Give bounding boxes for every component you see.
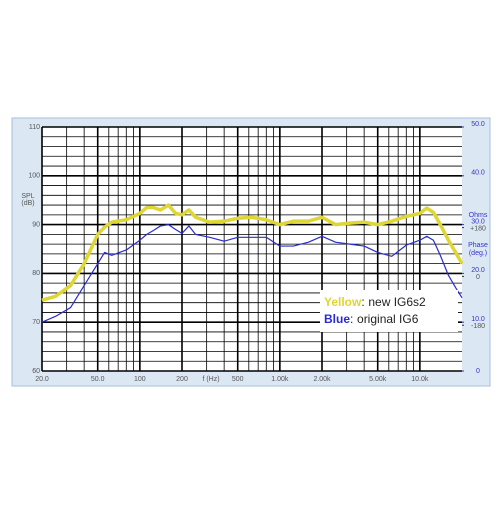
x-tick-label: 100 — [134, 376, 146, 383]
y3-tick-label: +180 — [470, 225, 486, 232]
y-tick-label: 80 — [32, 270, 40, 277]
y-tick-label: 70 — [32, 319, 40, 326]
y-tick-label: 60 — [32, 368, 40, 375]
x-tick-label: 5.00k — [369, 376, 387, 383]
x-label: f (Hz) — [202, 376, 219, 383]
legend: Yellow: new IG6s2 Blue: original IG6 — [324, 295, 426, 326]
y2-tick-label: 20.0 — [471, 267, 485, 274]
x-tick-label: 20.0 — [35, 376, 49, 383]
series-line — [41, 203, 464, 302]
legend-color-word: Blue — [324, 312, 350, 326]
y-tick-label: 110 — [29, 124, 40, 131]
grid — [41, 126, 462, 372]
y-unit: (dB) — [21, 200, 34, 207]
legend-colon: : — [361, 295, 364, 309]
legend-colon: : — [350, 312, 353, 326]
y2-tick-label: 50.0 — [471, 121, 485, 128]
x-tick-label: 200 — [176, 376, 188, 383]
x-tick-label: 10.0k — [411, 376, 429, 383]
y2-tick-label: 30.0 — [471, 218, 485, 225]
series-line — [41, 224, 463, 323]
y3-tick-label: -180 — [471, 323, 485, 330]
marks — [41, 203, 464, 323]
x-tick-label: 2.00k — [313, 376, 331, 383]
y2-tick-label: 0 — [476, 368, 480, 375]
y2-label: Ohms — [469, 212, 488, 219]
plot-area — [42, 127, 462, 371]
y3-tick-label: 0 — [476, 274, 480, 281]
y-tick-label: 90 — [32, 221, 40, 228]
y3-unit: (deg.) — [469, 250, 487, 257]
x-tick-label: 1.00k — [271, 376, 289, 383]
y3-label: Phase — [468, 242, 488, 249]
x-tick-label: 500 — [232, 376, 244, 383]
y-tick-label: 100 — [28, 173, 40, 180]
y-label: SPL — [21, 193, 34, 200]
x-tick-label: 50.0 — [91, 376, 105, 383]
legend-label: new IG6s2 — [368, 295, 426, 309]
legend-box — [320, 290, 458, 332]
y2-tick-label: 10.0 — [471, 316, 485, 323]
legend-color-word: Yellow — [324, 295, 362, 309]
y2-tick-label: 40.0 — [471, 170, 485, 177]
legend-label: original IG6 — [357, 312, 419, 326]
